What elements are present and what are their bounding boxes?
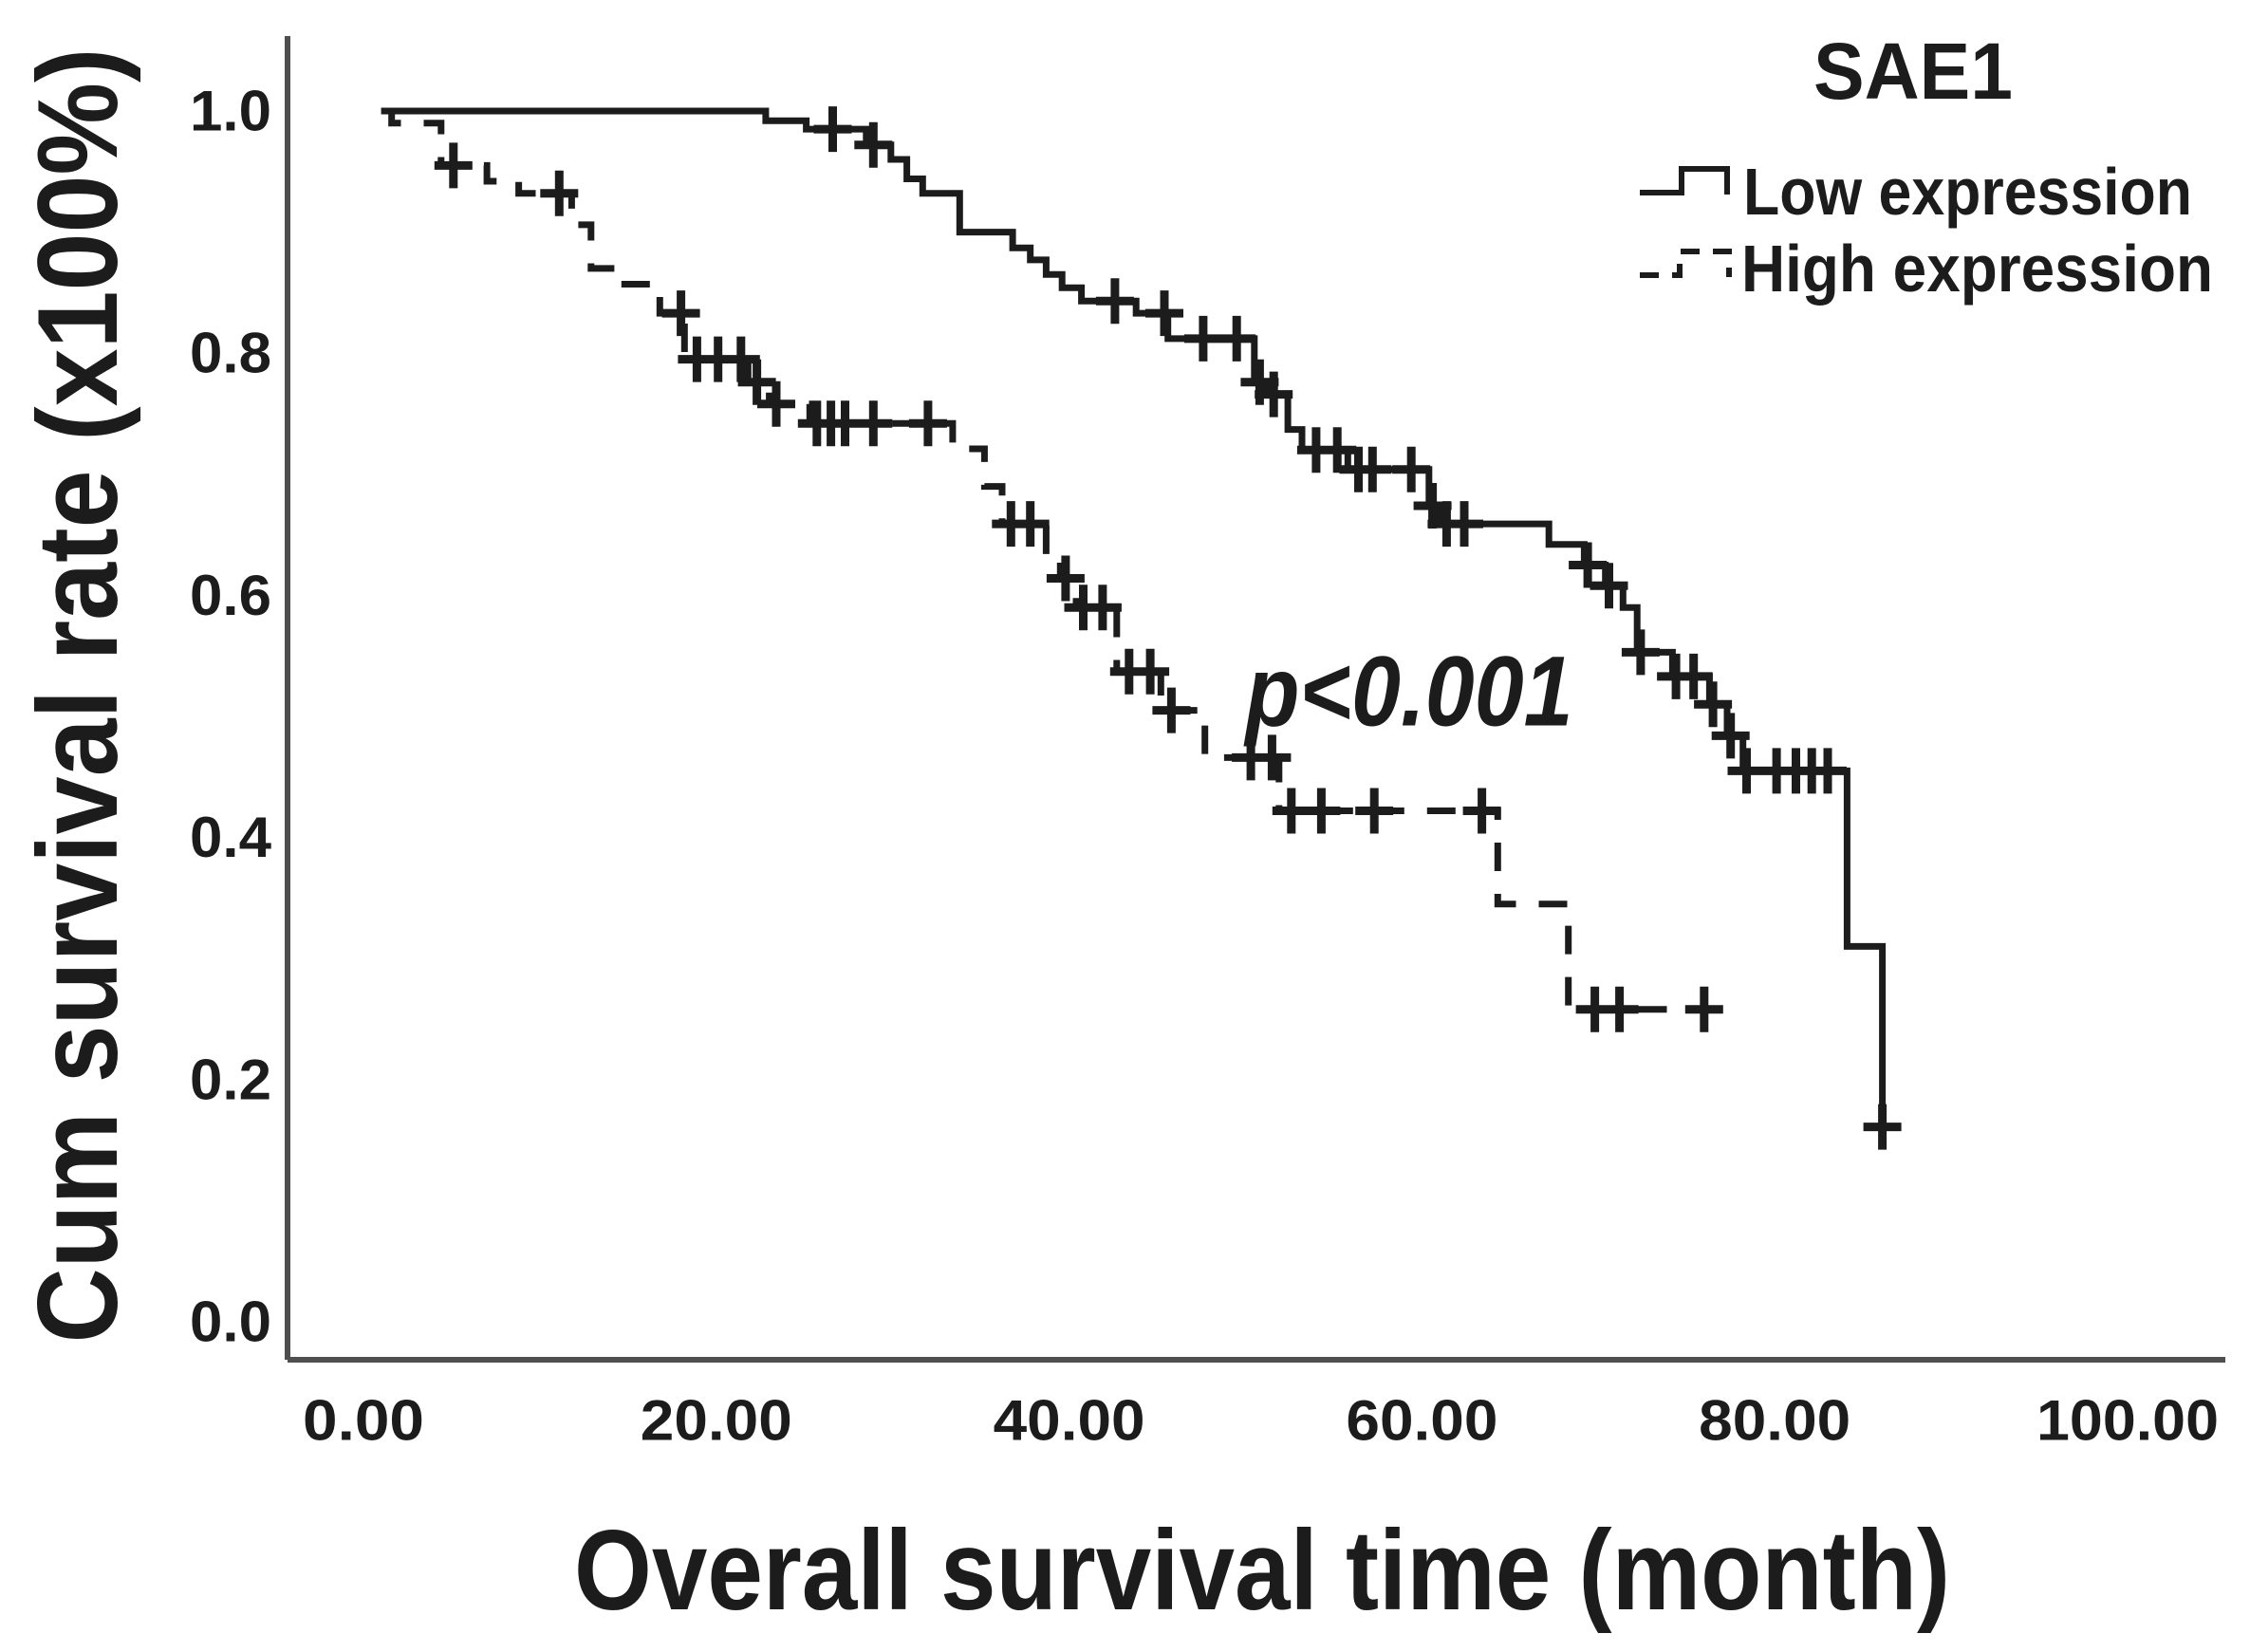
- km-curve-low-expression: [381, 107, 1887, 1127]
- y-tick-label: 0.6: [190, 564, 271, 627]
- survival-curves: [381, 106, 1902, 1150]
- x-tick-label: 20.00: [641, 1389, 792, 1453]
- censor-marks-low-expression: [813, 106, 1902, 1150]
- x-axis-title: Overall survival time (month): [574, 1507, 1950, 1634]
- legend-dashed-line-icon: [1640, 249, 1732, 278]
- x-tick-label: 0.00: [303, 1389, 424, 1453]
- legend-title: SAE1: [1813, 27, 2013, 116]
- y-axis-title: Cum survival rate (x100%): [14, 48, 141, 1344]
- legend-solid-line-icon: [1640, 166, 1730, 195]
- y-axis-tick-labels: 0.0 0.2 0.4 0.6 0.8 1.0: [190, 80, 272, 1354]
- y-tick-label: 0.8: [190, 322, 271, 385]
- y-tick-label: 0.2: [190, 1048, 271, 1111]
- p-value-annotation: p<0.001: [1243, 637, 1573, 748]
- legend-label-high-expression: High expression: [1741, 232, 2213, 306]
- x-tick-label: 100.00: [2036, 1389, 2219, 1453]
- x-tick-label: 40.00: [994, 1389, 1145, 1453]
- y-tick-label: 1.0: [190, 80, 271, 143]
- legend: SAE1 Low expression High expression: [1640, 27, 2213, 306]
- x-tick-label: 60.00: [1346, 1389, 1497, 1453]
- y-tick-label: 0.4: [190, 806, 272, 869]
- x-axis-tick-labels: 0.00 20.00 40.00 60.00 80.00 100.00: [303, 1389, 2219, 1453]
- y-tick-label: 0.0: [190, 1290, 271, 1354]
- x-tick-label: 80.00: [1699, 1389, 1850, 1453]
- censor-marks-high-expression: [434, 142, 1723, 1032]
- plot-axes: [285, 36, 2225, 1363]
- km-curve-high-expression: [384, 107, 1731, 1013]
- legend-label-low-expression: Low expression: [1743, 155, 2192, 229]
